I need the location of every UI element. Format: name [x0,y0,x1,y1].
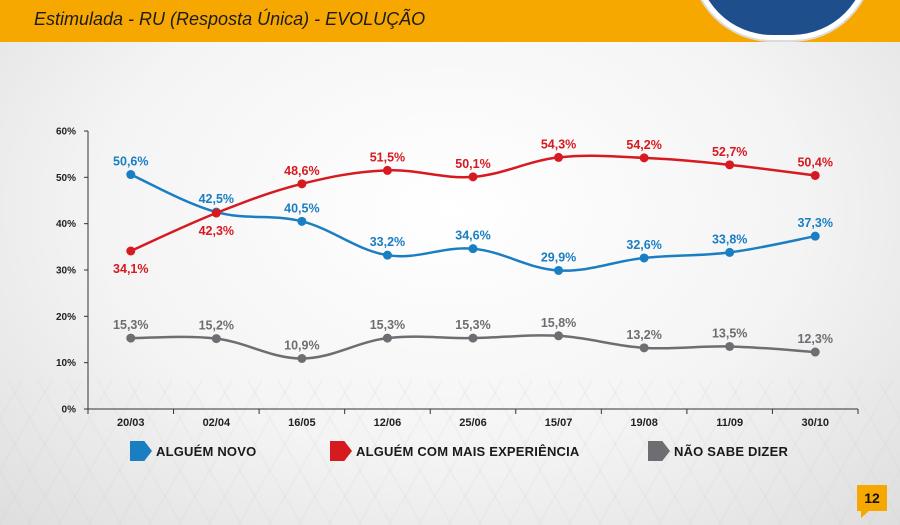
data-point [297,179,307,189]
legend-marker-icon [330,441,352,461]
data-label: 51,5% [370,150,405,164]
data-point [211,208,221,218]
y-tick-label: 0% [62,405,77,416]
legend-item-alguem-novo: ALGUÉM NOVO [130,438,256,464]
x-tick-label: 25/06 [459,417,487,429]
legend-label: ALGUÉM NOVO [156,443,257,459]
series-line-0 [130,173,816,272]
data-point [297,353,307,363]
data-label: 12,3% [797,332,832,346]
data-point [126,170,136,180]
data-point [211,334,221,344]
data-point [382,165,392,175]
data-point [554,331,564,341]
data-label: 10,9% [284,338,319,352]
y-tick-label: 50% [56,173,76,184]
x-tick-label: 12/06 [374,417,402,429]
data-point [382,333,392,343]
page-title: Estimulada - RU (Resposta Única) - EVOLU… [34,9,426,29]
legend-marker-icon [648,441,670,461]
data-label: 32,6% [626,238,661,252]
legend-label: ALGUÉM COM MAIS EXPERIÊNCIA [356,443,580,459]
data-label: 50,4% [797,155,832,169]
data-point [126,333,136,343]
y-tick-label: 40% [56,219,76,230]
data-point [639,153,649,163]
data-label: 52,7% [712,145,747,159]
data-label: 34,6% [455,229,490,243]
data-label: 42,5% [199,192,234,206]
x-tick-label: 30/10 [801,417,829,429]
data-point [554,265,564,275]
legend-marker-icon [130,441,152,461]
data-point [639,253,649,263]
data-point [639,343,649,353]
data-label: 15,3% [455,318,490,332]
data-point [554,152,564,162]
data-point [810,347,820,357]
page-number-badge: 12 [857,485,887,518]
data-label: 13,2% [626,328,661,342]
data-label: 54,3% [541,137,576,151]
data-point [382,250,392,260]
data-point [725,247,735,257]
data-point [468,244,478,254]
data-point [468,333,478,343]
data-point [297,216,307,226]
data-point [725,341,735,351]
data-point [725,160,735,170]
data-point [810,231,820,241]
data-label: 42,3% [199,224,234,238]
y-tick-label: 10% [56,358,76,369]
data-label: 40,5% [284,201,319,215]
x-tick-label: 16/05 [288,417,316,429]
data-label: 50,6% [113,155,148,169]
data-label: 54,2% [626,138,661,152]
y-tick-label: 20% [56,312,76,323]
x-tick-label: 02/04 [203,417,231,429]
data-label: 48,6% [284,164,319,178]
y-tick-label: 30% [56,266,76,277]
x-tick-label: 19/08 [630,417,658,429]
data-point [810,170,820,180]
data-label: 15,2% [199,319,234,333]
data-label: 50,1% [455,157,490,171]
data-label: 13,5% [712,326,747,340]
data-label: 15,3% [113,318,148,332]
data-label: 34,1% [113,262,148,276]
data-point [468,172,478,182]
x-tick-label: 20/03 [117,417,145,429]
data-label: 33,8% [712,232,747,246]
legend-item-alguem-com-mais-experiencia: ALGUÉM COM MAIS EXPERIÊNCIA [330,438,580,464]
data-point [126,246,136,256]
y-tick-label: 60% [56,127,76,138]
x-tick-label: 11/09 [716,417,743,429]
legend-item-nao-sabe-dizer: NÃO SABE DIZER [648,438,788,464]
x-tick-label: 15/07 [545,417,573,429]
data-label: 29,9% [541,250,576,264]
data-label: 15,8% [541,316,576,330]
data-label: 33,2% [370,235,405,249]
data-label: 15,3% [370,318,405,332]
data-label: 37,3% [797,216,832,230]
legend-label: NÃO SABE DIZER [674,443,789,459]
